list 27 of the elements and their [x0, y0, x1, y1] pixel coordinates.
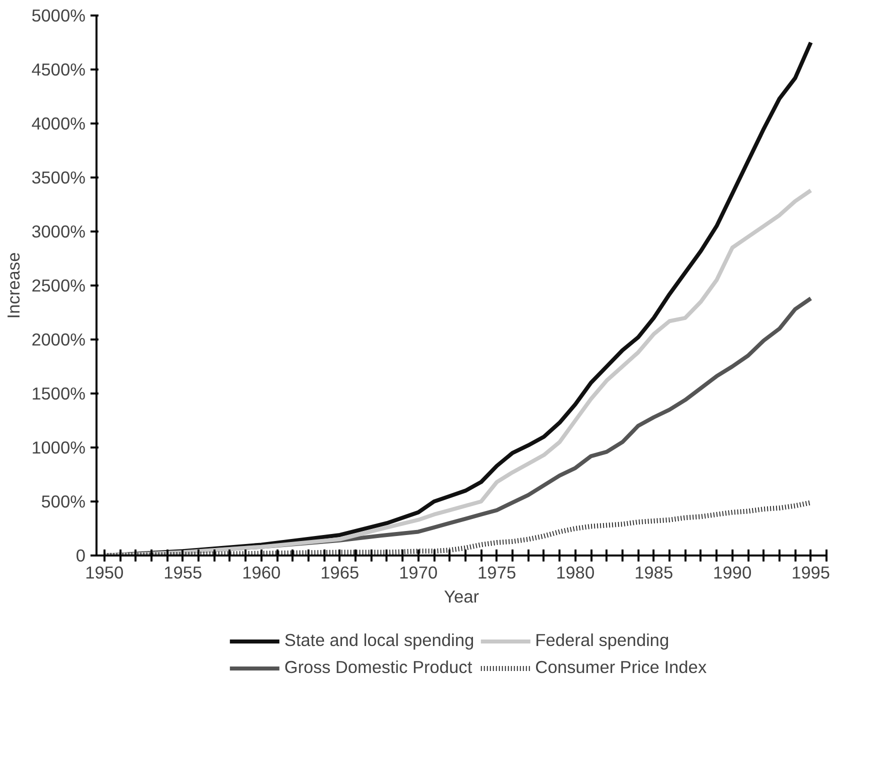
- x-tick-label: 1955: [164, 562, 202, 582]
- legend-label: Gross Domestic Product: [284, 657, 472, 678]
- x-tick-label: 1950: [85, 562, 124, 582]
- y-tick-label: 2000%: [32, 330, 86, 350]
- y-tick-label: 4500%: [32, 60, 86, 80]
- y-tick-label: 3000%: [32, 222, 86, 242]
- x-tick-label: 1975: [478, 562, 516, 582]
- x-axis-title: Year: [444, 586, 480, 606]
- x-tick-label: 1980: [556, 562, 595, 582]
- y-tick-label: 1000%: [32, 438, 86, 458]
- x-tick-label: 1985: [634, 562, 674, 582]
- y-tick-label: 1500%: [32, 384, 86, 404]
- legend-label: Consumer Price Index: [535, 657, 707, 678]
- x-tick-label: 1965: [320, 562, 360, 582]
- legend-label: Federal spending: [535, 630, 670, 651]
- y-axis-title: Increase: [4, 252, 24, 319]
- x-tick-label: 1970: [399, 562, 438, 582]
- x-tick-label: 1960: [242, 562, 281, 582]
- y-tick-label: 2500%: [32, 276, 86, 296]
- x-tick-label: 1995: [792, 562, 830, 582]
- y-tick-label: 4000%: [32, 114, 86, 134]
- y-tick-label: 3500%: [32, 168, 86, 188]
- legend-label: State and local spending: [284, 630, 474, 651]
- x-tick-label: 1990: [713, 562, 752, 582]
- y-tick-label: 5000%: [32, 6, 86, 26]
- y-tick-label: 500%: [41, 492, 86, 512]
- y-tick-label: 0: [76, 546, 86, 566]
